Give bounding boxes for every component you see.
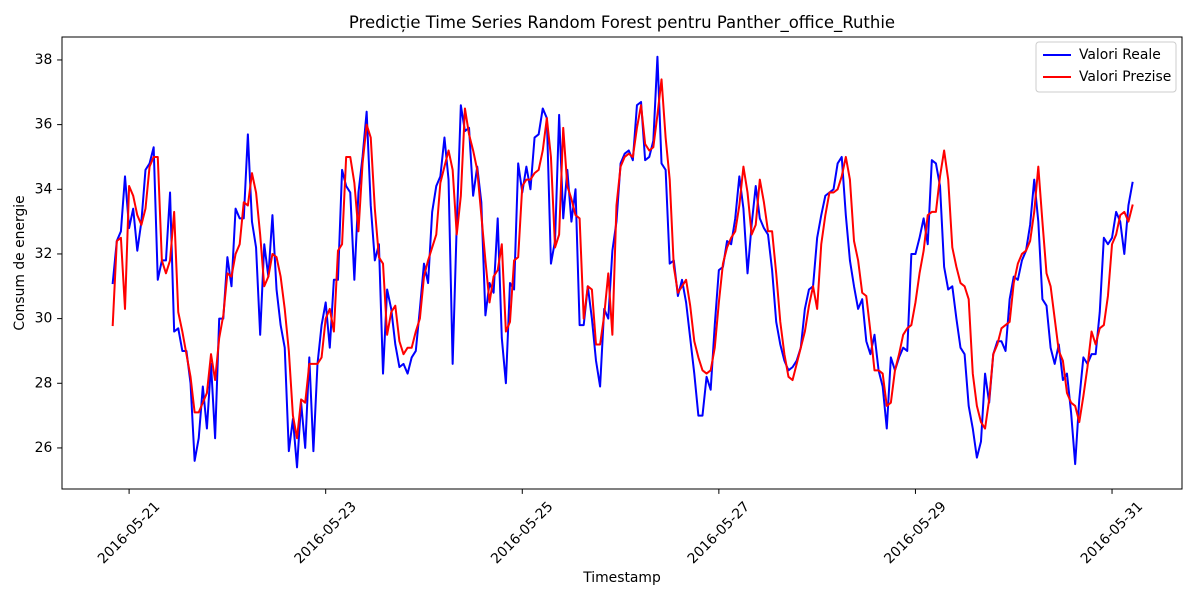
series-layer (111, 55, 1134, 469)
plot-frame (61, 36, 1183, 490)
y-tick-label: 30 (35, 311, 53, 327)
legend-entry-valori-prezise: Valori Prezise (1043, 69, 1171, 85)
y-tick-label: 26 (35, 440, 53, 456)
y-tick-label: 28 (35, 375, 53, 391)
y-tick-label: 34 (35, 181, 53, 197)
y-tick-label: 38 (35, 52, 53, 68)
series-line-valori-prezise (111, 78, 1134, 440)
legend-label: Valori Reale (1079, 47, 1161, 63)
y-axis-ticks: 26 28 30 32 34 36 38 (35, 52, 62, 456)
legend-entry-valori-reale: Valori Reale (1043, 47, 1161, 63)
y-axis-label: Consum de energie (12, 195, 28, 330)
x-axis-label: Timestamp (582, 570, 661, 586)
legend: Valori Reale Valori Prezise (1035, 41, 1177, 93)
legend-label: Valori Prezise (1079, 69, 1171, 85)
y-tick-label: 36 (35, 117, 53, 133)
y-tick-label: 32 (35, 246, 53, 262)
chart-title: Predicție Time Series Random Forest pent… (349, 13, 895, 33)
series-line-valori-reale (111, 55, 1134, 469)
